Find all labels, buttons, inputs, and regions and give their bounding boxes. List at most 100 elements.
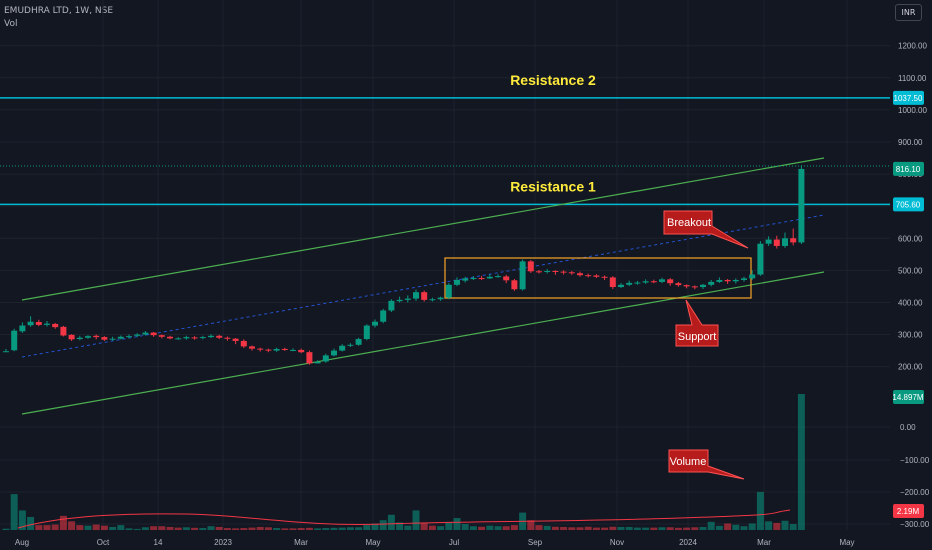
candle-body	[314, 361, 321, 364]
time-tick-label: Nov	[610, 538, 624, 547]
volume-bar	[223, 528, 231, 530]
candle-body	[593, 275, 600, 277]
candle-body	[372, 321, 378, 326]
candle-body	[208, 335, 214, 338]
volume-bar	[748, 523, 756, 530]
price-badge	[893, 90, 924, 105]
channel-lower-line	[21, 271, 825, 415]
price-tick-label: 300.00	[898, 331, 923, 340]
volume-bar	[199, 528, 207, 530]
candle-body	[339, 345, 346, 351]
candle-body	[790, 238, 797, 243]
candle-body	[85, 336, 91, 338]
support-callout: Support	[675, 299, 719, 347]
volume-axis: 0.00 −100.00 −200.00 −300.00	[900, 423, 930, 529]
candle-body	[44, 323, 50, 325]
candle-body	[716, 279, 723, 282]
volume-bar	[740, 526, 748, 530]
volume-bar	[379, 520, 387, 530]
candle-body	[626, 282, 633, 285]
volume-bar	[387, 514, 395, 530]
candle-body	[601, 276, 608, 278]
volume-bar	[363, 525, 371, 530]
candle-body	[281, 348, 288, 350]
volume-bar	[756, 491, 764, 530]
volume-bar	[51, 524, 59, 530]
candle-body	[273, 348, 280, 351]
volume-bar	[27, 516, 35, 530]
candle-body	[101, 337, 108, 340]
volume-label: Vol	[4, 19, 18, 29]
volume-bar	[461, 524, 469, 530]
price-badge-text: 2.19M	[897, 507, 920, 516]
candle-body	[290, 349, 296, 351]
volume-bar	[732, 524, 740, 530]
currency-button[interactable]: INR	[895, 4, 922, 21]
candle-body	[134, 334, 141, 336]
volume-bar	[724, 523, 732, 530]
volume-bar	[535, 525, 543, 530]
volume-bar	[650, 527, 658, 530]
candle-body	[19, 325, 26, 332]
volume-tick-label: −300.00	[900, 520, 930, 529]
price-badge-text: 816.10	[896, 165, 921, 174]
volume-ma-line	[17, 509, 791, 529]
candle-body	[749, 274, 756, 279]
time-tick-label: May	[839, 538, 854, 547]
candles	[3, 165, 805, 365]
volume-bar	[330, 527, 338, 530]
volume-bar	[273, 528, 281, 530]
support-label: Support	[678, 331, 717, 343]
candle-body	[109, 338, 116, 340]
candle-body	[732, 279, 739, 282]
candle-body	[503, 276, 510, 281]
volume-bar	[494, 526, 502, 530]
volume-bar	[797, 394, 805, 530]
volume-bar	[346, 527, 354, 530]
volume-bar	[314, 528, 322, 530]
candle-body	[519, 261, 526, 290]
candle-body	[462, 278, 469, 281]
volume-bar	[35, 525, 43, 530]
volume-bar	[625, 526, 633, 530]
candle-body	[363, 325, 370, 340]
candle-body	[478, 278, 485, 280]
price-tick-label: 200.00	[898, 363, 923, 372]
candle-body	[650, 281, 657, 283]
volume-bar	[141, 527, 149, 530]
volume-bar	[248, 527, 256, 530]
candle-body	[240, 340, 247, 347]
time-tick-label: Oct	[97, 538, 110, 547]
volume-bar	[371, 523, 379, 530]
volume-bar	[396, 522, 404, 530]
candle-body	[355, 339, 362, 345]
volume-bar	[232, 528, 240, 530]
channel-mid-line	[21, 214, 825, 358]
volume-bar	[59, 515, 67, 530]
price-badges: 1037.50 816.10 705.60 14.897M 2.19M	[892, 90, 924, 518]
resistance-label: Resistance 2	[510, 72, 596, 88]
candle-body	[454, 279, 460, 285]
volume-bar	[43, 525, 51, 530]
candle-body	[158, 335, 165, 337]
volume-bar	[715, 525, 723, 530]
volume-bar	[76, 525, 84, 530]
time-tick-label: 14	[154, 538, 163, 547]
volume-tick-label: −200.00	[900, 488, 930, 497]
candle-body	[741, 278, 747, 280]
candle-body	[322, 355, 329, 362]
volume-bar	[355, 527, 363, 530]
candle-body	[191, 337, 198, 339]
volume-bar	[207, 526, 215, 530]
candle-body	[782, 238, 788, 246]
volume-bar	[420, 523, 428, 530]
price-badge-text: 14.897M	[892, 393, 923, 402]
time-tick-label: Mar	[294, 538, 308, 547]
candle-body	[683, 285, 690, 287]
volume-bar	[502, 526, 510, 530]
volume-bar	[453, 518, 461, 530]
candle-body	[691, 286, 698, 288]
candle-body	[396, 299, 403, 302]
volume-bar	[469, 526, 477, 530]
